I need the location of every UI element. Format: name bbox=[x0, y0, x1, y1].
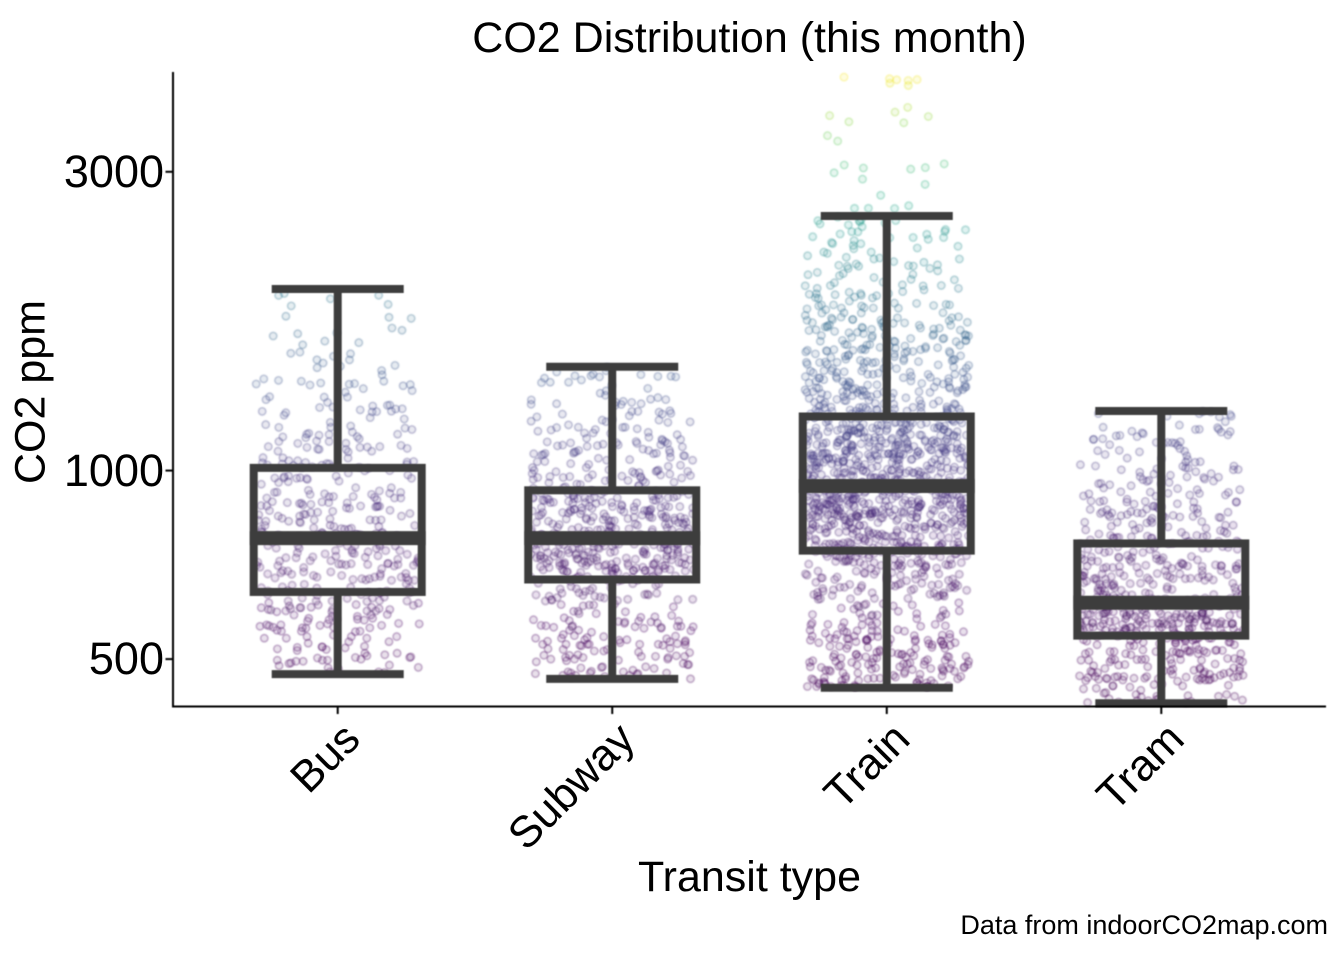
jitter-points-layer bbox=[251, 72, 1248, 708]
chart-title: CO2 Distribution (this month) bbox=[472, 14, 1027, 62]
y-tick-label: 3000 bbox=[63, 146, 164, 198]
y-tick-label: 1000 bbox=[63, 444, 164, 496]
boxplot-layer bbox=[249, 211, 1250, 708]
x-axis-title: Transit type bbox=[637, 853, 862, 901]
chart-caption: Data from indoorCO2map.com bbox=[960, 910, 1328, 940]
axis-layer bbox=[165, 72, 1326, 714]
y-axis-title: CO2 ppm bbox=[6, 299, 55, 485]
y-tick-label: 500 bbox=[88, 633, 164, 685]
